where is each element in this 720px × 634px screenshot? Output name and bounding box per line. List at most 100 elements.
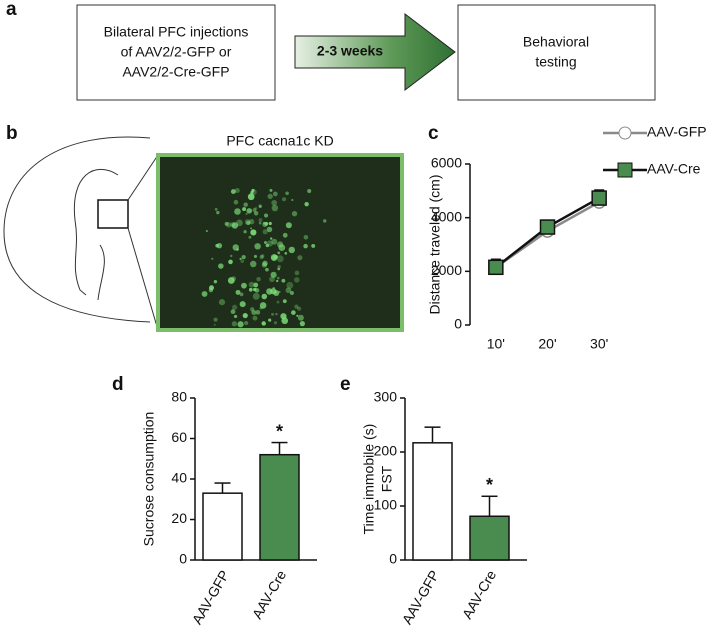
y-axis-label: Time immobile (s) [361,424,377,535]
cells [201,187,327,328]
cell [231,276,237,281]
cell [262,229,268,235]
y-tick-label: 300 [374,389,398,405]
cell [303,234,309,240]
cell [250,260,257,268]
cell [250,227,253,230]
cell [258,204,262,208]
cell [244,320,249,326]
cell [266,240,273,247]
cell [215,243,219,248]
cell [248,219,255,225]
cell [248,281,255,288]
cell [230,254,233,258]
cell [258,218,263,223]
cell [291,310,296,315]
y-tick-label: 4000 [431,208,462,224]
brain-outline [73,168,119,301]
cell [245,212,248,216]
arrow [294,12,456,92]
cell [255,309,261,315]
connector [127,227,159,331]
cell [285,191,289,196]
cell [252,292,260,300]
cell [241,254,246,260]
cell [248,287,253,292]
cell [297,255,303,261]
cell [307,189,312,194]
x-tick-label: AAV-GFP [189,567,233,627]
brain-outline [3,136,151,323]
cell [273,290,280,297]
cell [225,222,232,228]
box-text: Behavioral [523,34,589,50]
cell [252,208,257,212]
cell [296,314,299,317]
cell [273,321,278,325]
y-axis-label: Sucrose consumption [141,412,157,547]
cell [323,219,327,223]
cell [261,293,268,300]
cell [270,237,273,240]
cell [268,318,272,322]
cell [278,290,281,293]
legend-label: AAV-GFP [647,124,707,140]
cell [254,243,261,250]
step-box [76,4,276,101]
cell [263,241,267,244]
cell [254,207,258,210]
cell [213,317,218,322]
significance: * [276,421,283,441]
cell [285,222,292,229]
panel-label: e [340,374,351,395]
bar [202,492,243,561]
cell [253,254,258,259]
cell [242,207,247,212]
cell [234,208,241,215]
cell [282,299,287,304]
cell [282,197,287,202]
cell [262,260,268,267]
cell [272,191,278,197]
cell [259,254,264,260]
cell [243,202,248,207]
box-text: Bilateral PFC injections [104,24,249,40]
y-tick-label: 6000 [431,155,462,171]
cell [266,226,273,233]
x-tick-label: 10' [487,336,505,352]
cell [230,189,236,195]
cell [260,254,265,258]
marker [488,259,504,276]
cell [237,321,244,328]
cell [230,309,236,315]
cell [271,312,274,316]
cell [286,281,294,289]
panel-label: c [428,123,439,144]
cell [294,304,299,309]
cell [278,244,286,252]
cell [304,201,309,207]
cell [256,276,261,282]
y-tick-label: 0 [454,316,462,332]
cell [259,302,267,309]
cell [211,257,214,260]
box-text: of AAV2/2-GFP or [121,44,232,60]
y-tick-label: 2000 [431,262,462,278]
cell [246,220,251,226]
step-box [457,4,656,101]
cell [270,271,277,278]
cell [251,310,257,316]
cell [269,276,275,283]
cell [265,243,270,248]
box-text: AAV2/2-Cre-GFP [122,64,229,80]
connector [127,154,159,201]
cell [280,313,287,320]
x-tick-label: AAV-Cre [249,567,290,621]
legend-marker [618,126,632,140]
cell [289,291,294,296]
cell [311,243,316,248]
cell [235,289,241,295]
cell [247,193,255,201]
marker [591,190,607,206]
cell [303,243,308,249]
